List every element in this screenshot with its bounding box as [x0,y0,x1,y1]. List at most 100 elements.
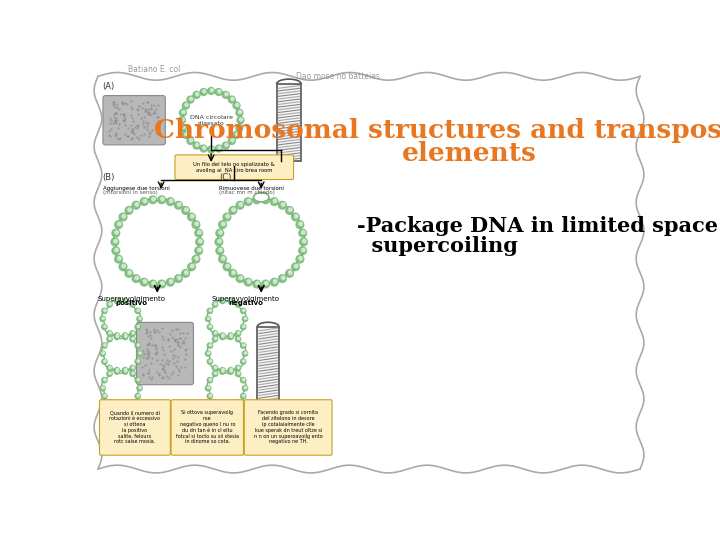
FancyBboxPatch shape [244,400,332,455]
Circle shape [203,146,206,150]
Circle shape [225,93,228,96]
Circle shape [302,248,305,252]
Circle shape [299,247,307,254]
Circle shape [286,269,293,277]
Text: Un filo del telo no spializzato &
avoilng ai  NA ciro brea room: Un filo del telo no spializzato & avoiln… [194,162,275,173]
Circle shape [107,371,112,376]
Circle shape [109,303,112,305]
Circle shape [219,231,222,234]
Text: -Package DNA in limited space:: -Package DNA in limited space: [357,217,720,237]
Circle shape [130,400,135,406]
Circle shape [137,394,140,397]
Circle shape [184,271,188,274]
Circle shape [228,403,233,409]
Circle shape [125,368,127,371]
Circle shape [220,334,225,340]
Circle shape [114,403,120,409]
FancyBboxPatch shape [99,400,171,455]
Circle shape [185,133,188,136]
Circle shape [220,403,225,409]
Circle shape [107,330,112,336]
Circle shape [239,276,243,280]
Text: Batiano E. col: Batiano E. col [128,65,181,75]
Circle shape [244,317,247,320]
Circle shape [262,280,269,288]
Circle shape [230,368,233,371]
Circle shape [228,333,233,338]
Circle shape [223,263,231,271]
Circle shape [152,197,156,201]
Circle shape [189,97,193,100]
Circle shape [299,256,302,260]
Text: (mtorsioni in senso): (mtorsioni in senso) [102,190,158,194]
Circle shape [139,352,141,354]
Circle shape [243,344,245,346]
Circle shape [296,221,304,228]
Circle shape [237,117,244,124]
Circle shape [222,91,229,98]
Circle shape [238,126,242,129]
Circle shape [122,298,128,303]
Circle shape [228,298,233,303]
Circle shape [289,271,292,274]
Circle shape [161,281,164,285]
Circle shape [238,366,240,369]
FancyBboxPatch shape [137,322,194,384]
Circle shape [282,276,285,280]
Circle shape [265,197,268,201]
Circle shape [137,386,143,391]
Circle shape [207,394,212,399]
Circle shape [231,97,234,100]
Circle shape [210,360,212,362]
Circle shape [104,344,106,346]
Circle shape [302,239,306,243]
Circle shape [207,317,210,320]
Circle shape [216,247,224,254]
Circle shape [207,359,212,364]
Circle shape [219,255,226,263]
Circle shape [161,197,164,201]
Circle shape [289,208,292,211]
Circle shape [244,387,247,389]
Circle shape [235,371,240,376]
Circle shape [116,370,119,372]
Circle shape [152,281,156,285]
Circle shape [116,404,119,407]
Circle shape [139,317,141,320]
Circle shape [231,139,234,142]
Circle shape [125,334,127,336]
Text: DNA circolare
rilassato: DNA circolare rilassato [189,115,233,126]
Circle shape [130,302,135,307]
Circle shape [243,325,245,328]
Circle shape [195,247,202,254]
Circle shape [256,197,259,201]
Circle shape [235,336,240,342]
Circle shape [210,394,212,397]
Circle shape [222,370,224,372]
Circle shape [107,302,112,307]
Circle shape [140,198,148,206]
Circle shape [232,271,235,274]
Circle shape [247,280,251,283]
Circle shape [199,239,202,243]
Circle shape [212,400,217,406]
Circle shape [222,256,225,260]
Circle shape [271,198,278,206]
Circle shape [125,207,132,214]
Circle shape [114,334,120,340]
Circle shape [104,379,106,381]
Circle shape [102,308,107,314]
Circle shape [274,280,276,283]
Circle shape [102,377,107,383]
Circle shape [222,222,225,226]
Circle shape [222,299,224,301]
Circle shape [220,369,225,374]
Text: Aggiungese due torsioni: Aggiungese due torsioni [102,186,169,191]
Circle shape [215,332,217,334]
Circle shape [299,230,307,237]
Circle shape [286,207,293,214]
Circle shape [230,404,233,407]
Circle shape [102,317,104,320]
Text: Superavvolgimento: Superavvolgimento [212,296,280,302]
Circle shape [243,386,248,391]
